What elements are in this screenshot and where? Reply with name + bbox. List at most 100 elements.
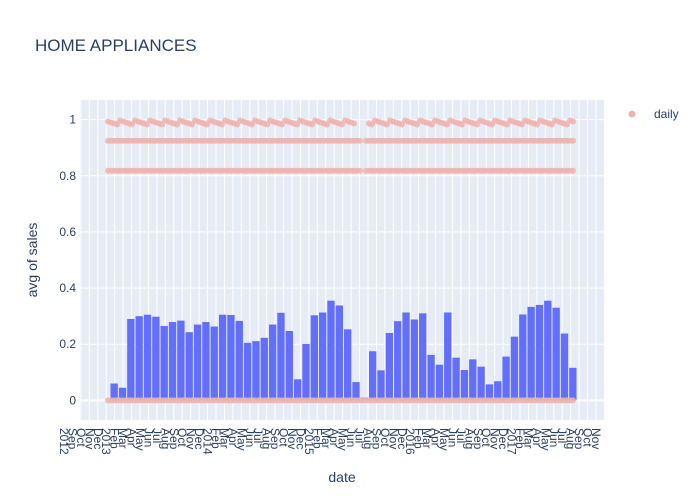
y-axis-ticks: 0 0.2 0.4 0.6 0.8 1: [59, 113, 76, 408]
x-tick-label: Dec: [293, 428, 307, 449]
bar: [118, 387, 127, 401]
bar: [485, 384, 494, 401]
x-tick-label: Jul: [555, 428, 569, 443]
x-tick-label: Sep: [572, 428, 586, 450]
bar: [143, 314, 152, 401]
bar: [510, 336, 519, 401]
x-tick-label: Oct: [175, 428, 189, 447]
x-tick-label: Dec: [192, 428, 206, 449]
bar: [444, 312, 452, 401]
scatter-point: [351, 120, 357, 127]
x-tick-label: Jul: [251, 428, 265, 443]
bar: [177, 320, 185, 401]
bar: [168, 322, 177, 401]
x-tick-label: 2017: [505, 428, 519, 455]
bar: [302, 343, 310, 401]
x-axis-ticks: 2012SepOctNovDec2013FebMarAprMayJunJulAu…: [57, 428, 603, 455]
chart-title: HOME APPLIANCES: [35, 36, 197, 55]
x-tick-label: Jul: [454, 428, 468, 443]
bar: [527, 306, 535, 401]
bar: [160, 325, 168, 401]
x-tick-label: Sep: [268, 428, 282, 450]
legend[interactable]: daily: [628, 107, 679, 121]
x-tick-label: Feb: [412, 428, 426, 449]
bar: [310, 315, 318, 401]
x-tick-label: Mar: [319, 428, 333, 449]
x-tick-label: Feb: [108, 428, 122, 449]
x-tick-label: May: [234, 428, 248, 451]
scatter-point: [357, 137, 363, 144]
bar: [552, 307, 560, 401]
bar: [369, 351, 377, 401]
x-tick-label: Jun: [344, 428, 358, 447]
bar: [560, 333, 569, 401]
scatter-point: [570, 137, 576, 144]
scatter-series-daily: [105, 117, 576, 404]
bar: [394, 321, 402, 401]
x-tick-label: Nov: [386, 428, 400, 449]
x-tick-label: Jun: [243, 428, 257, 447]
x-tick-label: Dec: [91, 428, 105, 449]
bar: [427, 354, 435, 401]
x-tick-label: Jul: [150, 428, 164, 443]
x-tick-label: Jun: [547, 428, 561, 447]
x-tick-label: May: [133, 428, 147, 451]
bar: [385, 332, 394, 401]
x-tick-label: Nov: [184, 428, 198, 449]
bar: [335, 305, 343, 401]
x-tick-label: 2013: [99, 428, 113, 455]
x-tick-label: Jul: [353, 428, 367, 443]
x-tick-label: Mar: [217, 428, 231, 449]
bar: [260, 337, 268, 401]
bar: [243, 342, 252, 401]
x-tick-label: Nov: [589, 428, 603, 449]
x-tick-label: Jun: [141, 428, 155, 447]
bar: [202, 322, 210, 401]
bar: [268, 324, 277, 401]
x-tick-label: Feb: [513, 428, 527, 449]
x-tick-label: May: [538, 428, 552, 451]
y-tick-label: 0: [69, 393, 76, 407]
bar: [235, 320, 243, 401]
bar: [544, 300, 552, 401]
x-tick-label: Nov: [488, 428, 502, 449]
bar: [352, 382, 360, 401]
x-tick-label: Oct: [581, 428, 595, 447]
bar: [502, 356, 510, 401]
x-tick-label: Jun: [445, 428, 459, 447]
bar: [460, 370, 469, 401]
x-tick-label: Mar: [116, 428, 130, 449]
bar: [227, 315, 235, 401]
x-tick-label: Oct: [378, 428, 392, 447]
x-tick-label: Feb: [209, 428, 223, 449]
bar: [519, 314, 527, 401]
x-axis-title: date: [328, 469, 355, 485]
bar: [127, 318, 135, 401]
bar: [218, 314, 227, 401]
legend-marker-daily: [628, 110, 636, 118]
bar: [469, 359, 477, 401]
bar: [285, 331, 293, 401]
bar: [419, 313, 427, 401]
bar: [494, 381, 502, 401]
scatter-point: [570, 397, 576, 404]
bar: [327, 300, 335, 401]
y-axis-title: avg of sales: [24, 223, 40, 298]
bar: [293, 379, 302, 401]
bar: [435, 364, 444, 401]
x-tick-label: Feb: [310, 428, 324, 449]
x-tick-label: Aug: [260, 428, 274, 449]
x-tick-label: Oct: [479, 428, 493, 447]
bar: [344, 329, 352, 401]
x-tick-label: Sep: [471, 428, 485, 450]
x-tick-label: Apr: [530, 428, 544, 447]
x-tick-label: Sep: [65, 428, 79, 450]
x-tick-label: Nov: [285, 428, 299, 449]
x-tick-label: Oct: [277, 428, 291, 447]
x-tick-label: 2016: [403, 428, 417, 455]
x-tick-label: 2012: [57, 428, 71, 455]
bar-series: [110, 300, 577, 401]
bar: [210, 326, 218, 401]
x-tick-label: Mar: [420, 428, 434, 449]
